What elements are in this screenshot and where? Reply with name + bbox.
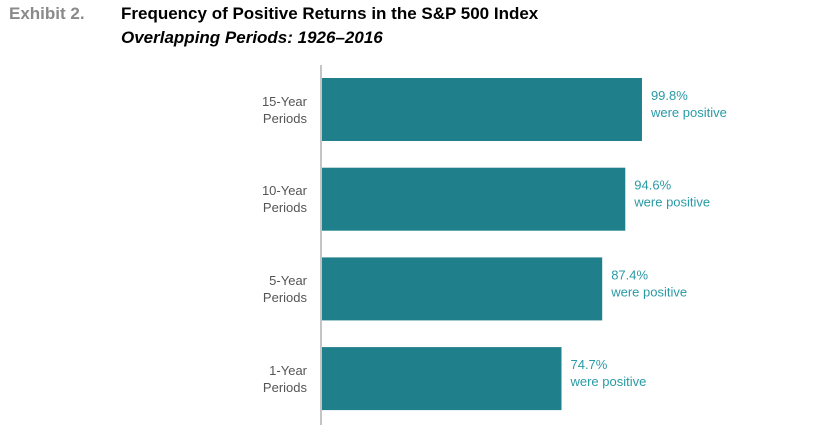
value-annotation: were positive [610, 284, 687, 299]
y-tick-label: 5-Year Periods [262, 272, 307, 305]
y-tick-label: 1-Year Periods [262, 362, 307, 395]
value-annotation: were positive [633, 195, 710, 210]
chart-subtitle: Overlapping Periods: 1926–2016 [121, 28, 383, 47]
bar [322, 347, 562, 411]
y-tick-label: 10-Year Periods [261, 183, 307, 216]
value-annotation: were positive [569, 374, 646, 389]
bar [322, 257, 603, 321]
value-label: 94.6% [634, 178, 671, 193]
chart-title: Frequency of Positive Returns in the S&P… [121, 4, 539, 23]
y-tick-label: 15-Year Periods [261, 93, 307, 126]
bar [322, 78, 642, 141]
value-label: 99.8% [651, 88, 688, 103]
value-label: 87.4% [611, 267, 648, 282]
value-label: 74.7% [570, 357, 607, 372]
exhibit-label: Exhibit 2. [9, 4, 85, 23]
bar [322, 167, 626, 231]
value-annotation: were positive [650, 105, 727, 120]
